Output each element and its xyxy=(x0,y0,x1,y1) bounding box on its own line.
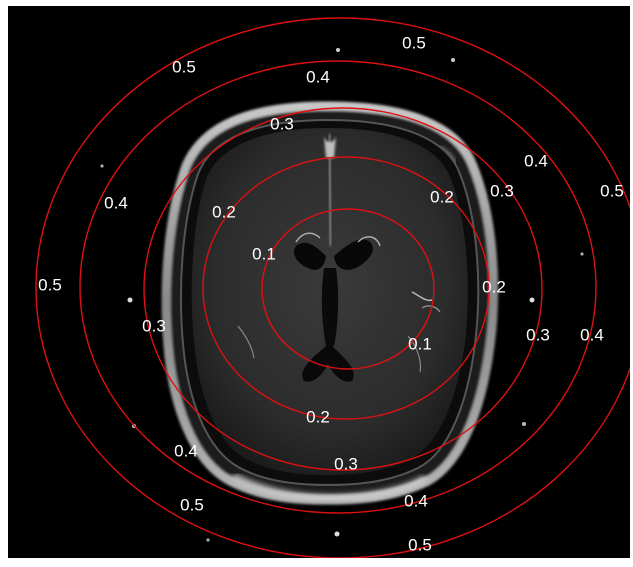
label-0.2-c: 0.2 xyxy=(482,277,506,296)
label-0.5-d: 0.5 xyxy=(38,275,62,294)
label-0.3-a: 0.3 xyxy=(270,114,294,133)
label-0.3-c: 0.3 xyxy=(142,316,166,335)
label-0.4-d: 0.4 xyxy=(580,325,604,344)
label-0.4-c: 0.4 xyxy=(104,193,128,212)
label-0.4-f: 0.4 xyxy=(404,491,428,510)
label-0.5-f: 0.5 xyxy=(408,535,432,554)
contour-lines xyxy=(35,17,630,558)
label-0.1-b: 0.1 xyxy=(408,334,432,353)
mri-brain-image xyxy=(100,48,584,542)
label-0.4-e: 0.4 xyxy=(174,441,198,460)
label-0.4-b: 0.4 xyxy=(524,151,548,170)
label-0.1-a: 0.1 xyxy=(252,244,276,263)
label-0.5-e: 0.5 xyxy=(180,495,204,514)
label-0.3-d: 0.3 xyxy=(526,325,550,344)
label-0.5-a: 0.5 xyxy=(402,33,426,52)
contour-0.1 xyxy=(261,208,435,370)
label-0.4-a: 0.4 xyxy=(306,67,330,86)
label-0.5-c: 0.5 xyxy=(600,181,624,200)
contour-0.2 xyxy=(202,156,490,420)
label-0.5-b: 0.5 xyxy=(172,57,196,76)
label-0.2-b: 0.2 xyxy=(430,187,454,206)
label-0.2-a: 0.2 xyxy=(212,202,236,221)
contour-0.5 xyxy=(35,17,630,558)
label-0.2-d: 0.2 xyxy=(306,407,330,426)
mri-contour-figure: 0.1 0.1 0.2 0.2 0.2 0.2 0.3 0.3 0.3 0.3 … xyxy=(8,6,630,558)
contour-0.3 xyxy=(143,107,543,471)
label-0.3-b: 0.3 xyxy=(490,181,514,200)
contour-0.4 xyxy=(79,60,597,514)
contour-labels: 0.1 0.1 0.2 0.2 0.2 0.2 0.3 0.3 0.3 0.3 … xyxy=(38,33,624,554)
label-0.3-e: 0.3 xyxy=(334,454,358,473)
